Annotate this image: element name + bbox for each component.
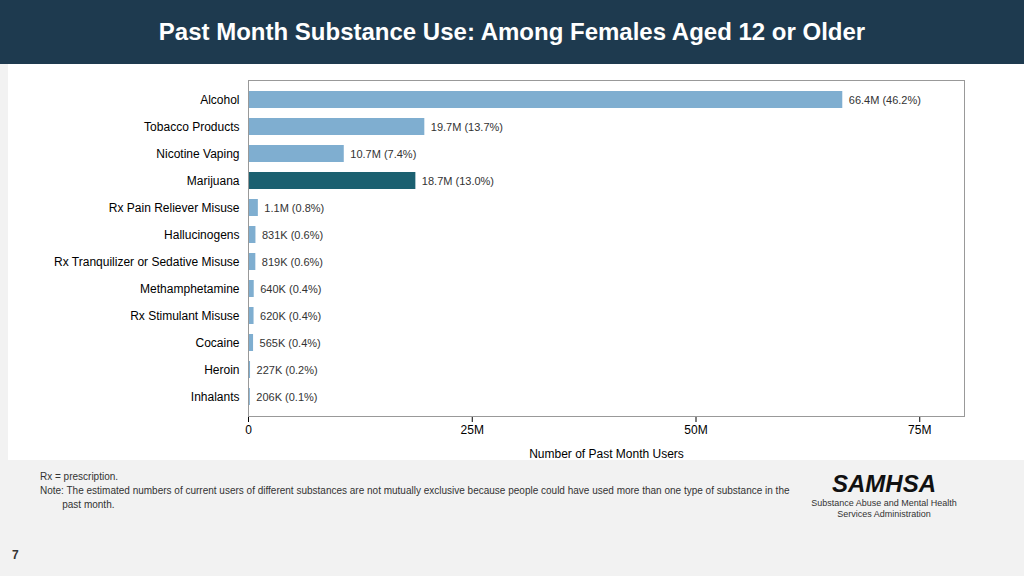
svg-text:Marijuana: Marijuana [187, 174, 240, 188]
svg-text:Heroin: Heroin [204, 363, 239, 377]
svg-text:640K (0.4%): 640K (0.4%) [260, 283, 321, 295]
svg-text:Hallucinogens: Hallucinogens [164, 228, 239, 242]
svg-text:Nicotine Vaping: Nicotine Vaping [156, 147, 239, 161]
svg-text:227K (0.2%): 227K (0.2%) [257, 364, 318, 376]
html-text:Substance Abuse and Mental Hea: Substance Abuse and Mental Health Servic… [811, 498, 957, 519]
svg-text:1.1M (0.8%): 1.1M (0.8%) [264, 202, 324, 214]
html-text:Past Month Substance Use: Amon: Past Month Substance Use: Among Females … [158, 18, 866, 45]
svg-text:Inhalants: Inhalants [191, 390, 240, 404]
svg-text:Tobacco Products: Tobacco Products [144, 120, 239, 134]
svg-text:Rx Pain Reliever Misuse: Rx Pain Reliever Misuse [109, 201, 240, 215]
svg-text:0: 0 [245, 423, 252, 437]
svg-text:Number of Past Month Users: Number of Past Month Users [529, 447, 684, 461]
svg-text:206K (0.1%): 206K (0.1%) [256, 391, 317, 403]
svg-text:Rx Tranquilizer or Sedative Mi: Rx Tranquilizer or Sedative Misuse [54, 255, 240, 269]
svg-text:18.7M (13.0%): 18.7M (13.0%) [422, 175, 494, 187]
svg-text:819K (0.6%): 819K (0.6%) [262, 256, 323, 268]
svg-text:Rx Stimulant Misuse: Rx Stimulant Misuse [130, 309, 240, 323]
svg-text:620K (0.4%): 620K (0.4%) [260, 310, 321, 322]
html-text:past month.: past month. [40, 499, 115, 510]
svg-text:Alcohol: Alcohol [200, 93, 239, 107]
svg-text:19.7M (13.7%): 19.7M (13.7%) [431, 121, 503, 133]
svg-text:25M: 25M [461, 423, 484, 437]
svg-text:Methamphetamine: Methamphetamine [140, 282, 240, 296]
svg-text:565K (0.4%): 565K (0.4%) [260, 337, 321, 349]
svg-text:831K (0.6%): 831K (0.6%) [262, 229, 323, 241]
svg-text:Cocaine: Cocaine [195, 336, 239, 350]
svg-text:75M: 75M [908, 423, 931, 437]
html-text:Rx = prescription.: Rx = prescription. [40, 471, 119, 482]
html-text:Note: The estimated numbers of: Note: The estimated numbers of current u… [40, 485, 790, 496]
svg-text:50M: 50M [684, 423, 707, 437]
svg-text:66.4M (46.2%): 66.4M (46.2%) [849, 94, 921, 106]
svg-text:10.7M (7.4%): 10.7M (7.4%) [350, 148, 416, 160]
html-text:SAMHSA: SAMHSA [832, 470, 936, 497]
html-text:7: 7 [12, 548, 19, 562]
